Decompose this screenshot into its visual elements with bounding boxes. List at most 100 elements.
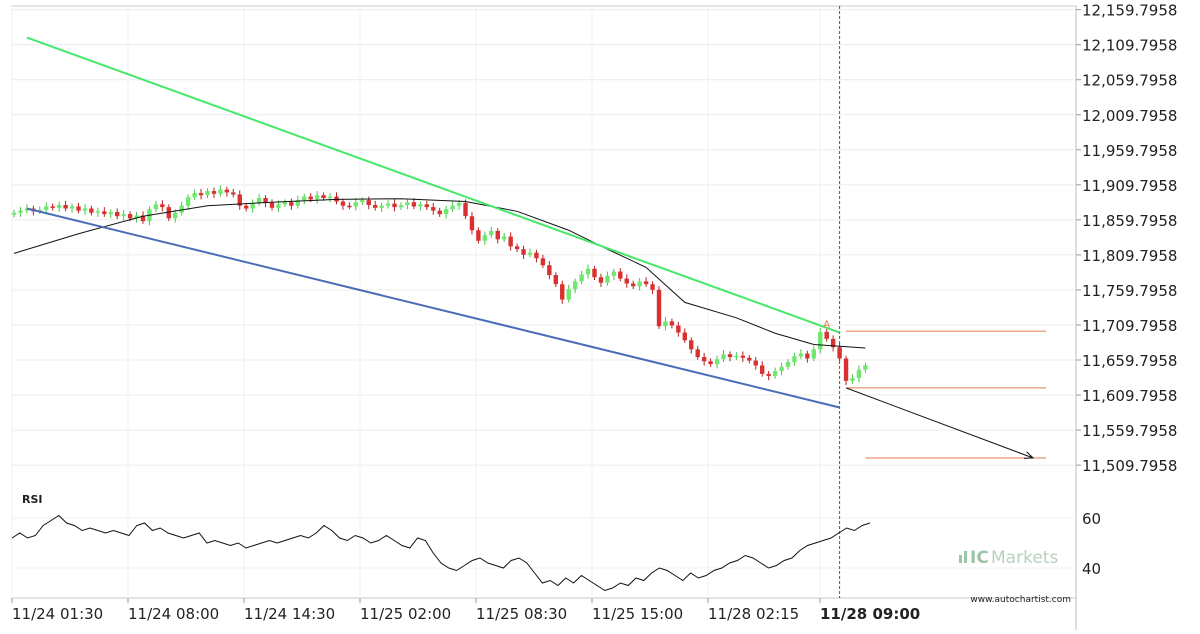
candle-body (656, 289, 662, 327)
candle-body (192, 193, 197, 198)
candle-body (250, 202, 255, 209)
candle-body (824, 331, 829, 339)
moving-average-line (13, 198, 866, 349)
price-tick-label: 11,559.7958 (1082, 422, 1177, 440)
candle-body (76, 206, 81, 211)
candle-body (624, 278, 629, 284)
price-tick-label: 11,809.7958 (1082, 247, 1177, 265)
candle-body (463, 202, 468, 217)
logo-suffix: Markets (991, 548, 1058, 568)
candle-body (347, 205, 352, 208)
candle-body (269, 202, 275, 208)
candle-body (740, 355, 746, 358)
candle-body (521, 249, 526, 255)
candle-body (495, 230, 500, 240)
candle-body (411, 202, 417, 207)
candle-body (863, 365, 868, 370)
candle-body (115, 212, 120, 217)
candle-body (701, 357, 707, 362)
candle-body (514, 246, 520, 250)
candle-body (185, 197, 191, 206)
resistance-line (26, 36, 840, 334)
candle-body (676, 325, 681, 333)
candle-body (747, 357, 752, 361)
price-tick-label: 12,159.7958 (1082, 2, 1177, 20)
candle-body (450, 205, 455, 210)
price-tick-label: 11,959.7958 (1082, 142, 1177, 160)
support-line (26, 207, 840, 409)
candle-body (553, 275, 558, 285)
price-tick-label: 11,509.7958 (1082, 457, 1177, 475)
candle-body (779, 366, 784, 372)
candle-body (50, 206, 55, 208)
candle-body (708, 361, 713, 365)
candle-body (392, 203, 397, 208)
price-tick-label: 11,609.7958 (1082, 387, 1177, 405)
candle-body (360, 200, 365, 203)
candle-body (766, 373, 771, 376)
site-url: www.autochartist.com (970, 595, 1071, 605)
candle-body (379, 205, 384, 208)
candle-body (792, 356, 797, 362)
candle-body (211, 190, 217, 194)
candle-body (650, 284, 655, 290)
candle-body (579, 274, 584, 282)
candle-body (179, 205, 184, 213)
candle-body (366, 200, 371, 206)
price-tick-label: 11,759.7958 (1082, 282, 1177, 300)
candle-body (637, 281, 642, 287)
rsi-line (11, 514, 871, 592)
candle-body (398, 205, 404, 208)
projection-arrow (845, 387, 1034, 459)
candle-body (605, 275, 610, 283)
candle-body (811, 349, 816, 359)
candle-body (572, 281, 578, 290)
candle-body (540, 258, 546, 266)
candle-body (760, 365, 765, 374)
candle-body (753, 360, 758, 366)
candle-body (785, 361, 791, 367)
candle-body (153, 204, 159, 210)
x-tick-label: 11/25 02:00 (360, 605, 451, 623)
candle-body (456, 202, 462, 206)
candle-body (418, 204, 423, 207)
projection-arrowhead (1024, 451, 1035, 459)
grid-layer (11, 5, 1077, 630)
candle-body (437, 210, 442, 215)
rsi-title: RSI (22, 493, 43, 506)
candle-body (734, 355, 739, 358)
candle-body (850, 378, 855, 381)
candle-body (95, 211, 101, 213)
candle-body (127, 214, 133, 219)
candle-body (592, 268, 597, 278)
candle-body (669, 321, 675, 326)
price-tick-label: 12,009.7958 (1082, 107, 1177, 125)
candle-body (424, 204, 429, 208)
candle-body (231, 192, 236, 195)
candle-body (18, 210, 23, 213)
candle-body (205, 190, 210, 196)
x-tick-label: 11/28 02:15 (708, 605, 799, 623)
candle-body (166, 207, 171, 219)
candle-body (547, 265, 552, 276)
candle-body (560, 284, 565, 300)
candle-body (643, 281, 649, 285)
candle-body (69, 206, 75, 209)
candle-body (198, 193, 204, 196)
candle-body (140, 215, 146, 222)
logo-icon-bar (964, 551, 967, 563)
broker-logo: IC Markets (959, 548, 1058, 568)
candle-body (385, 203, 391, 206)
candle-body (63, 205, 68, 209)
x-tick-label: 11/28 09:00 (820, 605, 920, 623)
rsi-layer (11, 514, 871, 592)
candle-body (585, 268, 591, 275)
candle-body (24, 208, 30, 211)
candle-body (618, 271, 623, 279)
candle-body (256, 198, 262, 203)
candle-body (282, 202, 288, 205)
candle-body (353, 202, 359, 207)
price-tick-label: 11,709.7958 (1082, 317, 1177, 335)
candle-body (566, 289, 571, 300)
